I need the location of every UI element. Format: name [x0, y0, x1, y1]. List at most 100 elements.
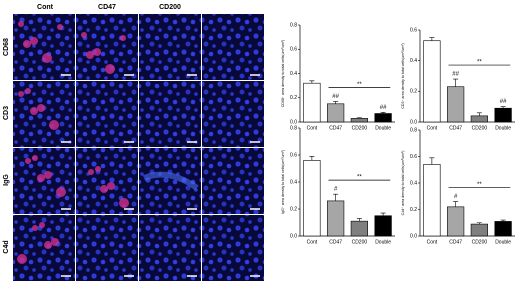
- x-tick-label: Cont: [307, 239, 318, 245]
- x-tick-label: Cont: [427, 125, 438, 131]
- y-tick-label: 0.8: [290, 125, 297, 131]
- bracket-label: **: [357, 175, 362, 181]
- x-tick-label: Double: [495, 125, 511, 131]
- bar: [494, 221, 512, 237]
- bracket-label: **: [357, 82, 362, 88]
- bar: [447, 86, 465, 123]
- micrograph-grid: [13, 14, 264, 281]
- x-tick-label: CD200: [352, 125, 368, 131]
- micrograph: [202, 215, 264, 281]
- stain: [57, 24, 63, 30]
- column-label: Cont: [37, 4, 54, 11]
- stain: [18, 21, 24, 27]
- micrograph: [139, 14, 201, 80]
- y-axis-label: C4d⁺ area density to total cells(um²/um²…: [401, 151, 405, 216]
- bar: [350, 118, 368, 123]
- bar: [494, 107, 512, 123]
- stain: [42, 53, 52, 63]
- significance-label: #: [334, 187, 338, 193]
- stain: [86, 51, 94, 59]
- bracket-label: **: [477, 60, 482, 66]
- y-tick-label: 0.0: [290, 233, 297, 239]
- error-bar: [476, 222, 482, 225]
- bar: [374, 113, 392, 123]
- x-tick-label: CD47: [449, 239, 462, 245]
- stain: [105, 64, 115, 74]
- stain: [32, 155, 38, 161]
- y-tick-label: 0.4: [290, 71, 297, 77]
- bar: [423, 40, 441, 123]
- x-tick-label: CD200: [352, 239, 368, 245]
- y-tick-label: 0.6: [290, 47, 297, 53]
- y-tick-label: 0.4: [410, 180, 417, 186]
- bar: [470, 223, 488, 237]
- stain: [49, 120, 59, 130]
- stain: [56, 187, 66, 197]
- bar: [327, 103, 345, 123]
- y-tick-label: 0.6: [290, 152, 297, 158]
- y-tick-label: 0.0: [410, 119, 417, 125]
- bar: [374, 215, 392, 237]
- x-tick-label: Double: [375, 125, 391, 131]
- x-tick-label: Double: [495, 239, 511, 245]
- significance-label: ##: [452, 72, 459, 78]
- error-bar: [356, 218, 362, 222]
- column-label: CD47: [98, 4, 116, 11]
- significance-label: ##: [500, 99, 507, 105]
- y-tick-label: 0.2: [410, 207, 417, 213]
- error-bar: [333, 193, 339, 201]
- error-bar: [333, 101, 339, 104]
- stain: [93, 48, 101, 56]
- stain: [30, 107, 38, 115]
- error-bar: [356, 117, 362, 119]
- bracket-label: **: [477, 182, 482, 188]
- y-tick-label: 0.2: [290, 206, 297, 212]
- y-axis-label: IgG⁺ area density to total cells(um²/um²…: [281, 150, 285, 214]
- stain: [100, 185, 108, 193]
- micrograph: [13, 148, 75, 214]
- micrograph: [139, 215, 201, 281]
- bar: [447, 206, 465, 237]
- stain: [81, 32, 87, 38]
- error-bar: [309, 80, 315, 84]
- stain: [32, 225, 38, 231]
- significance-label: #: [454, 194, 458, 200]
- y-tick-label: 0.0: [290, 119, 297, 125]
- significance-label: ##: [380, 105, 387, 111]
- x-tick-label: CD200: [472, 125, 488, 131]
- x-tick-label: Cont: [307, 125, 318, 131]
- stain: [51, 238, 59, 246]
- significance-label: ##: [332, 94, 339, 100]
- bar: [350, 220, 368, 237]
- stain: [107, 182, 115, 190]
- error-bar: [429, 37, 435, 41]
- bar: [470, 115, 488, 123]
- y-tick-label: 0.4: [290, 179, 297, 185]
- bar: [327, 200, 345, 237]
- stain: [30, 37, 38, 45]
- stain: [37, 104, 45, 112]
- y-axis-label: CD68⁺ area density to total cells(um²/um…: [281, 40, 285, 107]
- row-label: CD68: [3, 38, 10, 56]
- y-axis-label: CD3⁺ area density to total cells(um²/um²…: [401, 43, 405, 108]
- error-bar: [500, 219, 506, 222]
- y-tick-label: 0.6: [410, 154, 417, 160]
- error-bar: [500, 106, 506, 109]
- y-tick-label: 0.2: [410, 89, 417, 95]
- y-tick-label: 0.6: [410, 27, 417, 33]
- y-tick-label: 0.8: [290, 22, 297, 28]
- stain: [25, 88, 31, 94]
- error-bar: [309, 156, 315, 161]
- y-tick-label: 0.0: [410, 233, 417, 239]
- stain: [44, 241, 52, 249]
- error-bar: [380, 112, 386, 114]
- stain: [142, 171, 199, 191]
- stain: [25, 158, 31, 164]
- y-tick-label: 0.2: [290, 95, 297, 101]
- stain: [88, 169, 94, 175]
- micrograph: [76, 81, 138, 147]
- x-tick-label: CD200: [472, 239, 488, 245]
- stain: [23, 40, 31, 48]
